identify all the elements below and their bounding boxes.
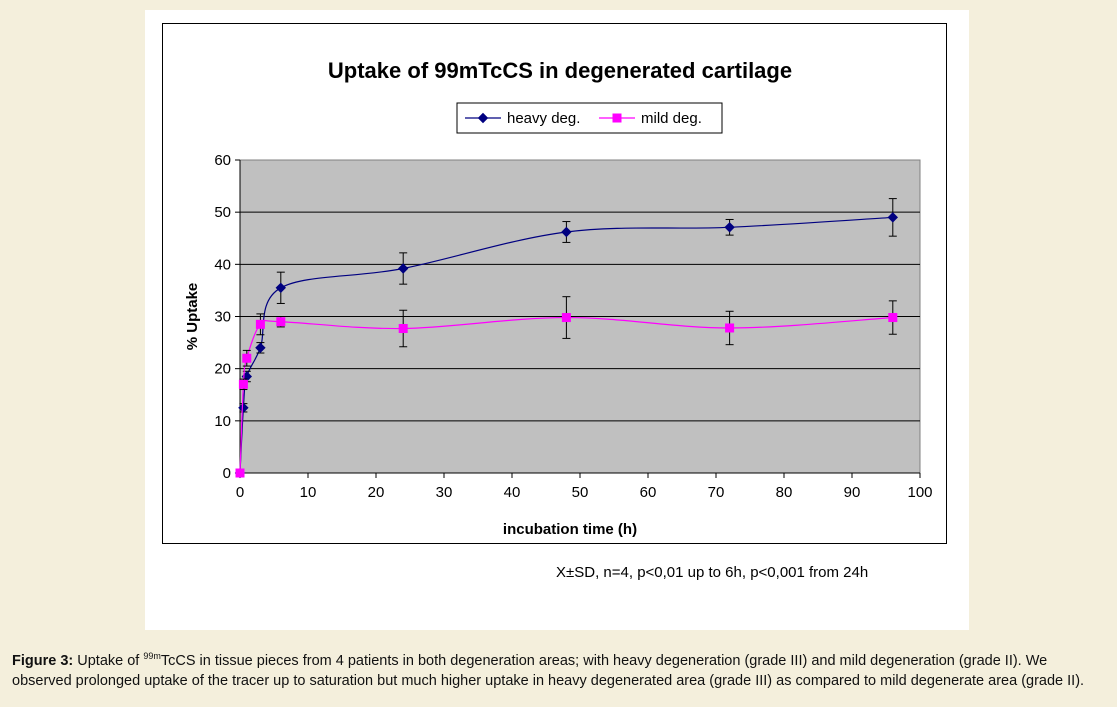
y-tick-label: 40 bbox=[214, 256, 231, 273]
data-point bbox=[238, 402, 249, 413]
data-point bbox=[725, 323, 735, 333]
data-point bbox=[561, 226, 572, 238]
stats-note: X±SD, n=4, p<0,01 up to 6h, p<0,001 from… bbox=[556, 564, 869, 581]
y-tick-label: 20 bbox=[214, 361, 231, 378]
figure-caption: Figure 3: Uptake of 99mTcCS in tissue pi… bbox=[12, 646, 1106, 691]
data-point bbox=[255, 319, 265, 329]
x-tick-label: 40 bbox=[504, 484, 521, 501]
x-tick-label: 30 bbox=[436, 484, 453, 501]
x-tick-label: 100 bbox=[907, 484, 932, 501]
legend-label: mild deg. bbox=[641, 110, 702, 127]
data-point bbox=[724, 222, 735, 233]
legend-marker bbox=[612, 113, 622, 123]
x-tick-label: 50 bbox=[572, 484, 589, 501]
x-axis-label: incubation time (h) bbox=[503, 521, 637, 538]
legend-box bbox=[456, 102, 723, 134]
x-tick-label: 80 bbox=[776, 484, 793, 501]
caption-text-before: Uptake of bbox=[73, 652, 144, 669]
data-point bbox=[235, 468, 245, 478]
data-point bbox=[238, 379, 248, 389]
caption-superscript: 99m bbox=[143, 651, 161, 661]
y-tick-label: 0 bbox=[223, 465, 231, 482]
x-tick-label: 60 bbox=[640, 484, 657, 501]
chart-title: Uptake of 99mTcCS in degenerated cartila… bbox=[328, 58, 792, 83]
x-tick-label: 90 bbox=[844, 484, 861, 501]
caption-text-after: TcCS in tissue pieces from 4 patients in… bbox=[12, 652, 1085, 689]
data-point bbox=[397, 263, 409, 274]
series-line bbox=[239, 316, 893, 474]
x-tick-label: 70 bbox=[708, 484, 725, 501]
data-point bbox=[888, 313, 898, 323]
y-tick-label: 60 bbox=[214, 152, 231, 169]
data-point bbox=[561, 313, 571, 323]
y-tick-label: 30 bbox=[214, 309, 231, 326]
data-point bbox=[242, 353, 252, 363]
figure-panel: 0 10 20 30 40 50 60 0 10 20 30 40 50 60 70 80 90 100 Uptak… bbox=[145, 10, 969, 630]
legend-label: heavy deg. bbox=[507, 110, 580, 127]
data-point bbox=[275, 282, 287, 294]
y-tick-label: 10 bbox=[214, 413, 231, 430]
data-point bbox=[398, 323, 408, 333]
data-point bbox=[276, 317, 286, 327]
data-point bbox=[887, 212, 899, 223]
y-tick-label: 50 bbox=[214, 204, 231, 221]
caption-label: Figure 3: bbox=[12, 652, 74, 669]
y-axis-label: % Uptake bbox=[184, 283, 201, 351]
x-tick-label: 10 bbox=[300, 484, 317, 501]
chart-frame: 0 10 20 30 40 50 60 0 10 20 30 40 50 60 70 80 90 100 Uptak… bbox=[162, 23, 947, 544]
x-tick-label: 0 bbox=[236, 484, 244, 501]
data-point bbox=[255, 342, 266, 354]
legend-marker bbox=[477, 112, 489, 124]
uptake-chart: 0 10 20 30 40 50 60 0 10 20 30 40 50 60 70 80 90 100 Uptak… bbox=[184, 58, 933, 538]
x-tick-label: 20 bbox=[368, 484, 385, 501]
